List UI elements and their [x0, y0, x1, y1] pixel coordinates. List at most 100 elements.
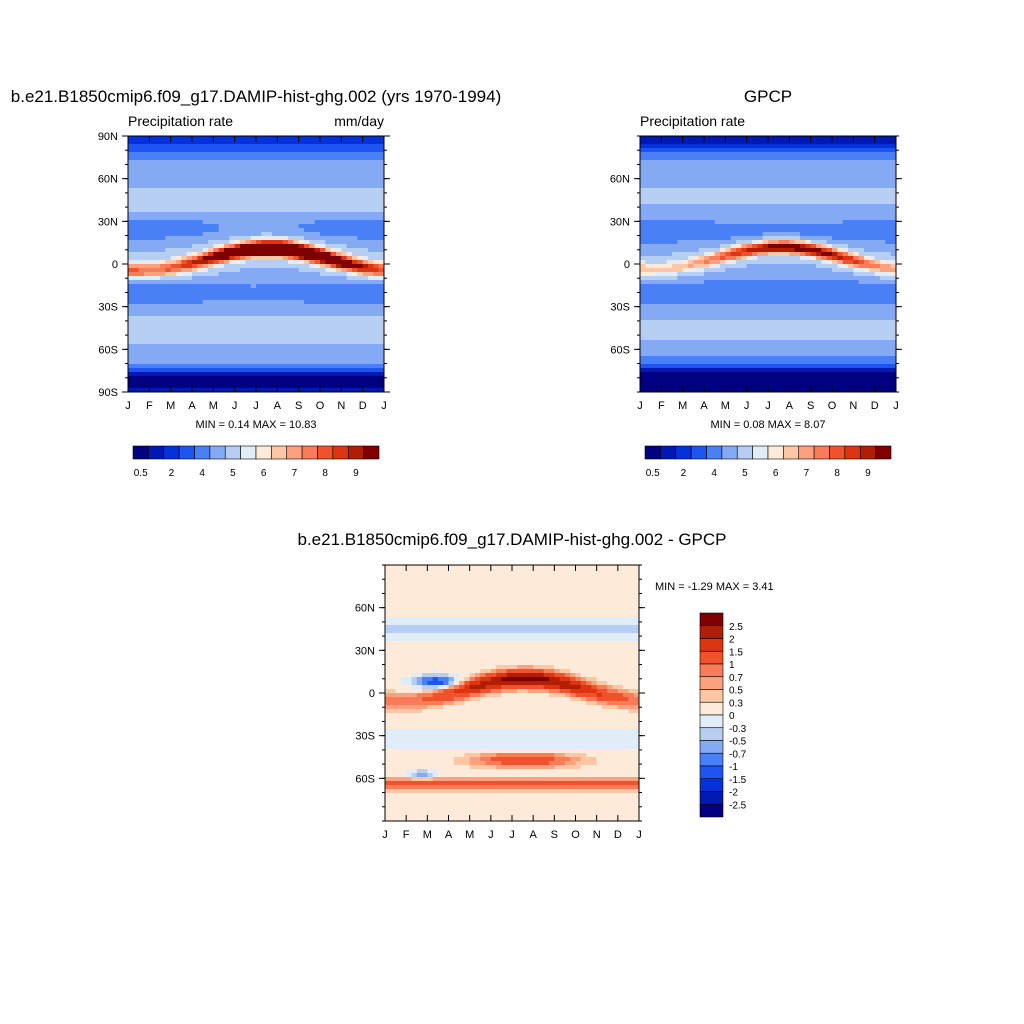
panel-model-cell: [293, 172, 300, 177]
panel-model-cell: [160, 232, 166, 237]
panel-model-cell: [256, 320, 262, 325]
panel-gpcp-cell: [682, 228, 689, 233]
panel-model-cell: [186, 200, 193, 205]
panel-gpcp-cell: [656, 192, 662, 197]
panel-gpcp-cell: [885, 232, 892, 237]
panel-model-cell: [245, 372, 252, 377]
panel-model-cell: [154, 196, 161, 201]
panel-model-cell: [192, 292, 198, 297]
panel-gpcp-cell: [858, 212, 865, 217]
panel-model-cell: [309, 172, 316, 177]
panel-model-cell: [245, 164, 252, 169]
panel-model-cell: [357, 164, 364, 169]
panel-model-cell: [154, 180, 161, 185]
panel-gpcp-cell: [821, 208, 828, 213]
panel-gpcp-cell: [736, 224, 742, 229]
panel-model-cell: [261, 156, 268, 161]
panel-gpcp-cell: [784, 232, 790, 237]
panel-model-cell: [229, 144, 236, 149]
panel-gpcp-cell: [789, 196, 796, 201]
panel-model-cell: [282, 248, 289, 253]
panel-gpcp-cell: [794, 268, 801, 273]
panel-model-cell: [362, 312, 369, 317]
panel-model-cell: [192, 332, 198, 337]
panel-gpcp-cell: [661, 244, 668, 249]
panel-model-cell: [213, 312, 220, 317]
panel-model-cell: [357, 276, 364, 281]
panel-model-cell: [272, 316, 278, 321]
panel-gpcp-cell: [880, 252, 886, 257]
panel-gpcp-cell: [885, 168, 892, 173]
panel-model-cell: [373, 208, 380, 213]
panel-model-cell: [368, 148, 374, 153]
panel-model-cell: [170, 332, 177, 337]
panel-model-cell: [144, 280, 150, 285]
panel-gpcp-cell: [757, 260, 764, 265]
panel-model-cell: [213, 324, 220, 329]
panel-model-cell: [181, 252, 188, 257]
panel-model-cell: [138, 216, 145, 221]
panel-model-cell: [213, 192, 220, 197]
panel-model-cell: [304, 168, 310, 173]
panel-gpcp-cell: [794, 272, 801, 277]
panel-gpcp-cell: [661, 176, 668, 181]
panel-gpcp-cell: [880, 172, 886, 177]
panel-model-cell: [250, 220, 257, 225]
panel-model-cell: [341, 368, 348, 373]
panel-model-cell: [208, 280, 214, 285]
panel-model-cell: [352, 380, 358, 385]
panel-model-cell: [144, 188, 150, 193]
panel-model-cell: [298, 308, 305, 313]
panel-model-cell: [325, 180, 332, 185]
panel-model-cell: [304, 172, 310, 177]
panel-model-cell: [160, 296, 166, 301]
panel-model-cell: [373, 296, 380, 301]
panel-model-cell: [266, 152, 273, 157]
panel-model-cell: [256, 380, 262, 385]
panel-model-cell: [314, 240, 321, 245]
panel-model-cell: [272, 276, 278, 281]
panel-gpcp-cell: [794, 208, 801, 213]
panel-model-cell: [314, 208, 321, 213]
panel-gpcp-cell: [794, 148, 801, 153]
panel-gpcp-cell: [650, 188, 657, 193]
panel-model-cell: [234, 180, 241, 185]
panel-gpcp-cell: [848, 252, 854, 257]
panel-model-cell: [208, 188, 214, 193]
panel-model-cell: [368, 140, 374, 145]
panel-model-cell: [378, 356, 384, 361]
panel-gpcp-cell: [853, 268, 860, 273]
panel-model-cell: [192, 320, 198, 325]
panel-gpcp-cell: [784, 276, 790, 281]
panel-gpcp-cell: [677, 232, 684, 237]
panel-model-cell: [170, 340, 177, 345]
panel-model-cell: [234, 184, 241, 189]
panel-model-cell: [352, 216, 358, 221]
panel-model-cell: [192, 340, 198, 345]
panel-model-cell: [197, 140, 204, 145]
panel-gpcp-cell: [842, 204, 849, 209]
panel-model-cell: [234, 332, 241, 337]
panel-model-cell: [293, 208, 300, 213]
panel-model-cell: [170, 320, 177, 325]
panel-model-cell: [330, 188, 337, 193]
panel-gpcp-cell: [837, 252, 844, 257]
panel-gpcp-cell: [821, 268, 828, 273]
panel-gpcp-cell: [874, 252, 881, 257]
panel-gpcp-cell: [661, 160, 668, 165]
panel-model-cell: [314, 184, 321, 189]
panel-gpcp-cell: [874, 216, 881, 221]
panel-model-cell: [261, 276, 268, 281]
panel-gpcp-cell: [666, 232, 673, 237]
panel-gpcp-cell: [752, 160, 758, 165]
panel-gpcp-cell: [890, 276, 896, 281]
panel-model-cell: [218, 224, 225, 229]
panel-gpcp-cell: [693, 264, 700, 269]
panel-model-cell: [325, 316, 332, 321]
panel-model-cell: [325, 368, 332, 373]
panel-gpcp-cell: [864, 260, 870, 265]
panel-model-cell: [165, 192, 172, 197]
panel-model-cell: [213, 380, 220, 385]
panel-model-cell: [229, 212, 236, 217]
panel-model-cell: [357, 264, 364, 269]
